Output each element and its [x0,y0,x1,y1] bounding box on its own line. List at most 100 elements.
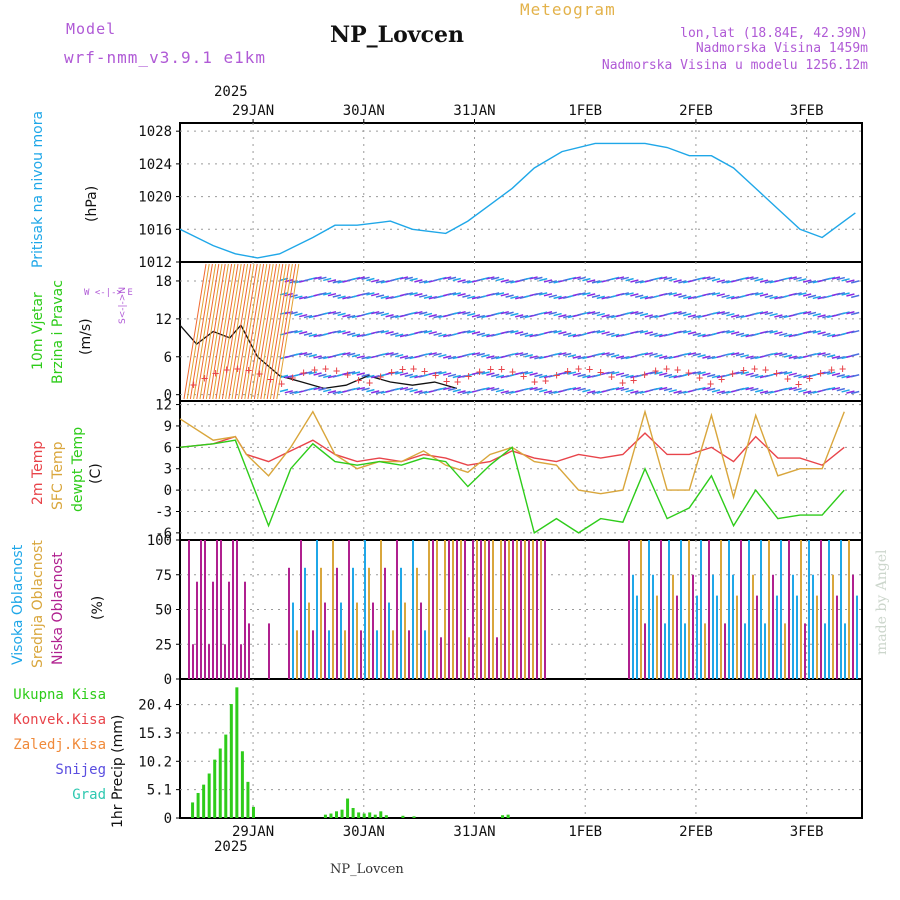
wind-arrow [510,312,519,317]
gust-marker: + [784,371,791,385]
cloud-bar [524,540,526,679]
gust-marker: + [575,362,582,376]
cloud-bar [348,540,350,679]
wind-arrow [807,294,817,299]
precip-bar [362,813,366,818]
temp-line-2 [179,439,845,534]
cloud-bar [200,540,202,679]
wind-arrow [793,356,802,360]
wind-arrow [606,352,615,357]
wind-arrow [841,389,850,393]
wind-arrow [779,352,788,357]
cloud-bar [856,595,858,679]
wind-arrow [491,276,500,281]
wind-arrow [332,311,341,315]
wind-arrow [798,292,807,296]
wind-arrow [788,355,797,359]
gust-marker: + [696,370,703,384]
wind-arrow [279,374,289,379]
cloud-bar [784,623,786,679]
wind-barb-strong [253,263,277,400]
cloud-bar [196,581,198,679]
wind-arrow [385,331,394,335]
cloud-bar [356,602,358,679]
wind-arrow [831,276,841,280]
wind-arrow [375,311,385,315]
y-tick-label-2: -6 [155,526,172,542]
wind-barb-strong [234,263,258,400]
wind-arrow [697,371,706,375]
wind-arrow [361,373,370,378]
wind-arrow [726,330,735,334]
wind-arrow [764,311,773,316]
gust-marker: + [476,364,483,378]
cloud-bar [244,581,246,679]
gust-marker: + [212,366,219,380]
wind-arrow [423,312,433,317]
cloud-bar [704,623,706,679]
wind-arrow [337,352,346,356]
wind-arrow [529,386,538,391]
wind-barb-strong [193,263,217,400]
wind-arrow [721,329,730,334]
wind-barb-strong [218,263,242,400]
precip-legend-hail: Grad [72,787,106,803]
gust-marker: + [377,370,384,384]
wind-arrow [299,331,308,335]
wind-arrow [591,390,601,395]
wind-arrow [803,390,812,394]
wind-arrow [606,371,615,375]
precip-bar [506,814,510,818]
wind-arrow [558,352,567,356]
wind-arrow [769,352,778,356]
cloud-bar [484,540,486,679]
temp-line-0 [179,432,845,466]
precip-bar [224,734,228,818]
wind-arrow [404,292,413,296]
precip-bar [207,773,211,818]
cloud-bar [480,540,482,679]
wind-arrow [318,387,327,391]
gust-marker: + [751,362,758,376]
wind-arrow [380,295,389,299]
wind-arrow [457,310,466,315]
wind-arrow [563,371,572,375]
wind-arrow [635,294,644,298]
gust-marker: + [586,362,593,376]
temp-label-2m: 2m Temp [30,440,46,505]
wind-arrow [395,387,404,391]
wind-arrow [428,352,437,356]
wind-arrow [438,387,447,391]
cloud-bar [448,540,450,679]
precip-bar [229,704,233,818]
gust-marker: + [498,362,505,376]
wind-arrow [313,276,322,280]
wind-arrow [596,312,605,317]
wind-arrow [841,292,850,296]
wind-arrow [827,354,836,358]
cloud-bar [404,602,406,679]
wind-barb-strong [199,263,223,400]
cloud-bar [652,574,654,679]
cloud-bar [800,540,802,679]
wind-arrow [366,388,375,393]
wind-arrow [347,352,356,357]
wind-arrow [697,354,706,358]
wind-barb-strong [183,263,207,400]
y-tick-label-3: 0 [164,672,172,688]
cloud-bar [392,630,394,679]
wind-arrow [500,390,509,394]
gust-marker: + [256,367,263,381]
x-tick-top: 31JAN [453,103,495,119]
wind-arrow [582,389,591,393]
cloud-bar [332,540,334,679]
gust-marker: + [234,362,241,376]
wind-arrow [308,353,317,358]
wind-arrow [313,386,322,391]
cloud-bar [320,567,322,679]
y-tick-label-0: 1028 [138,124,172,140]
wind-arrow [678,280,687,284]
wind-arrow [433,371,442,375]
cloud-bar [708,540,710,679]
wind-arrow [438,333,447,338]
